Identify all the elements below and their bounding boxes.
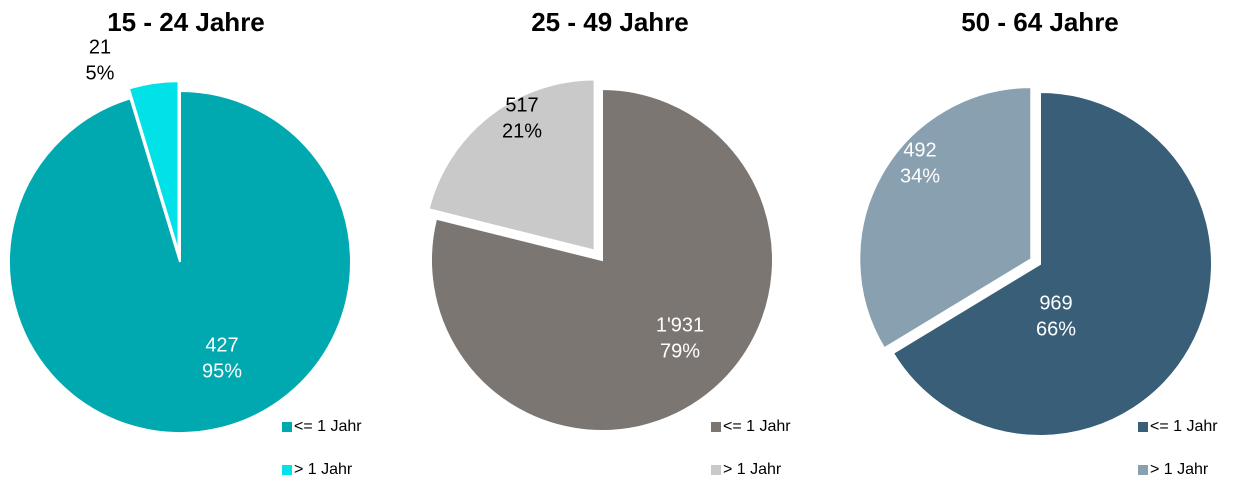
value-label: 517 bbox=[505, 94, 538, 116]
percent-label: 95% bbox=[202, 360, 242, 382]
pie-slice bbox=[891, 90, 1213, 437]
legend-label: <= 1 Jahr bbox=[723, 418, 791, 435]
pie-slice bbox=[430, 87, 774, 432]
legend-swatch bbox=[282, 422, 292, 432]
percent-label: 66% bbox=[1036, 318, 1076, 340]
pie-slice bbox=[8, 89, 352, 434]
legend-swatch bbox=[711, 422, 721, 432]
value-label: 1'931 bbox=[656, 314, 704, 336]
pie-slice bbox=[858, 86, 1033, 350]
legend-label: > 1 Jahr bbox=[294, 461, 353, 478]
percent-label: 34% bbox=[900, 165, 940, 187]
legend-label: > 1 Jahr bbox=[1150, 461, 1209, 478]
chart-title: 15 - 24 Jahre bbox=[107, 7, 265, 37]
percent-label: 5% bbox=[86, 62, 115, 84]
legend-swatch bbox=[1138, 465, 1148, 475]
chart-title: 50 - 64 Jahre bbox=[961, 7, 1119, 37]
pie-slice bbox=[127, 80, 180, 253]
value-label: 21 bbox=[89, 36, 111, 58]
legend-swatch bbox=[711, 465, 721, 475]
chart-title: 25 - 49 Jahre bbox=[531, 7, 689, 37]
legend-label: > 1 Jahr bbox=[723, 461, 782, 478]
pie-slice bbox=[427, 78, 596, 252]
value-label: 969 bbox=[1039, 292, 1072, 314]
value-label: 492 bbox=[903, 139, 936, 161]
legend-label: <= 1 Jahr bbox=[294, 418, 362, 435]
legend-swatch bbox=[1138, 422, 1148, 432]
value-label: 427 bbox=[205, 334, 238, 356]
percent-label: 21% bbox=[502, 120, 542, 142]
legend-label: <= 1 Jahr bbox=[1150, 418, 1218, 435]
percent-label: 79% bbox=[660, 340, 700, 362]
legend-swatch bbox=[282, 465, 292, 475]
